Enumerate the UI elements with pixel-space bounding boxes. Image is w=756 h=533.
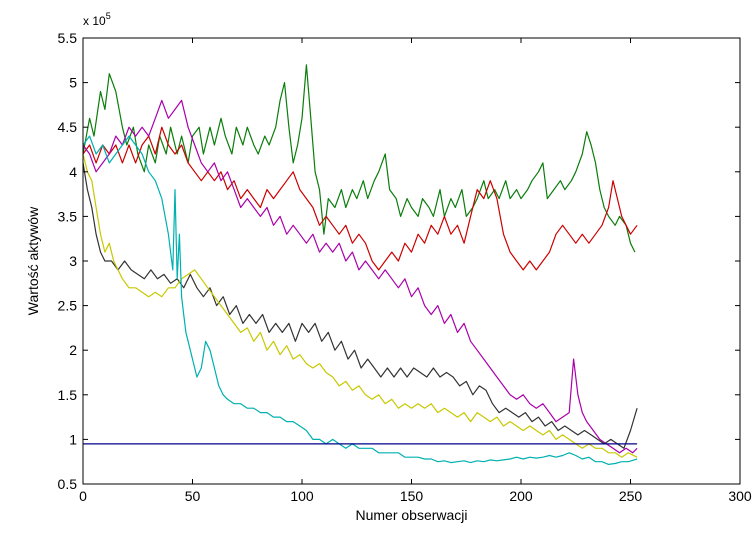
plot-frame — [82, 37, 741, 485]
series-line-6 — [82, 135, 638, 465]
y-tick-label: 4 — [69, 164, 77, 180]
x-tick-label: 100 — [290, 488, 314, 504]
y-multiplier-label: x 105 — [83, 11, 111, 28]
y-multiplier-base: x 10 — [83, 14, 106, 28]
y-axis: 0.5 1 1.5 2 2.5 3 3.5 4 4.5 5 5.5 — [58, 30, 740, 492]
series-line-5 — [82, 153, 638, 458]
y-tick-label: 5 — [69, 75, 77, 91]
series-line-2 — [82, 126, 638, 271]
y-tick-label: 4.5 — [58, 119, 78, 135]
y-tick-label: 5.5 — [58, 30, 78, 46]
y-tick-label: 2 — [69, 342, 77, 358]
y-multiplier-exponent: 5 — [106, 11, 111, 21]
x-tick-label: 250 — [619, 488, 643, 504]
x-tick-label: 150 — [400, 488, 424, 504]
y-tick-label: 1 — [69, 431, 77, 447]
series-layer — [82, 64, 638, 465]
y-tick-label: 3.5 — [58, 208, 78, 224]
x-tick-label: 300 — [728, 488, 752, 504]
y-tick-label: 2.5 — [58, 298, 78, 314]
y-tick-label: 3 — [69, 253, 77, 269]
series-line-4 — [82, 162, 638, 449]
x-axis-label: Numer obserwacji — [355, 507, 467, 523]
y-tick-label: 1.5 — [58, 387, 78, 403]
y-axis-label: Wartość aktywów — [25, 206, 41, 315]
series-line-1 — [82, 64, 636, 253]
x-tick-label: 200 — [509, 488, 533, 504]
x-tick-label: 0 — [79, 488, 87, 504]
x-tick-label: 50 — [185, 488, 201, 504]
series-line-3 — [82, 99, 638, 454]
x-axis: 0 50 100 150 200 250 300 — [79, 38, 752, 504]
y-tick-label: 0.5 — [58, 476, 78, 492]
